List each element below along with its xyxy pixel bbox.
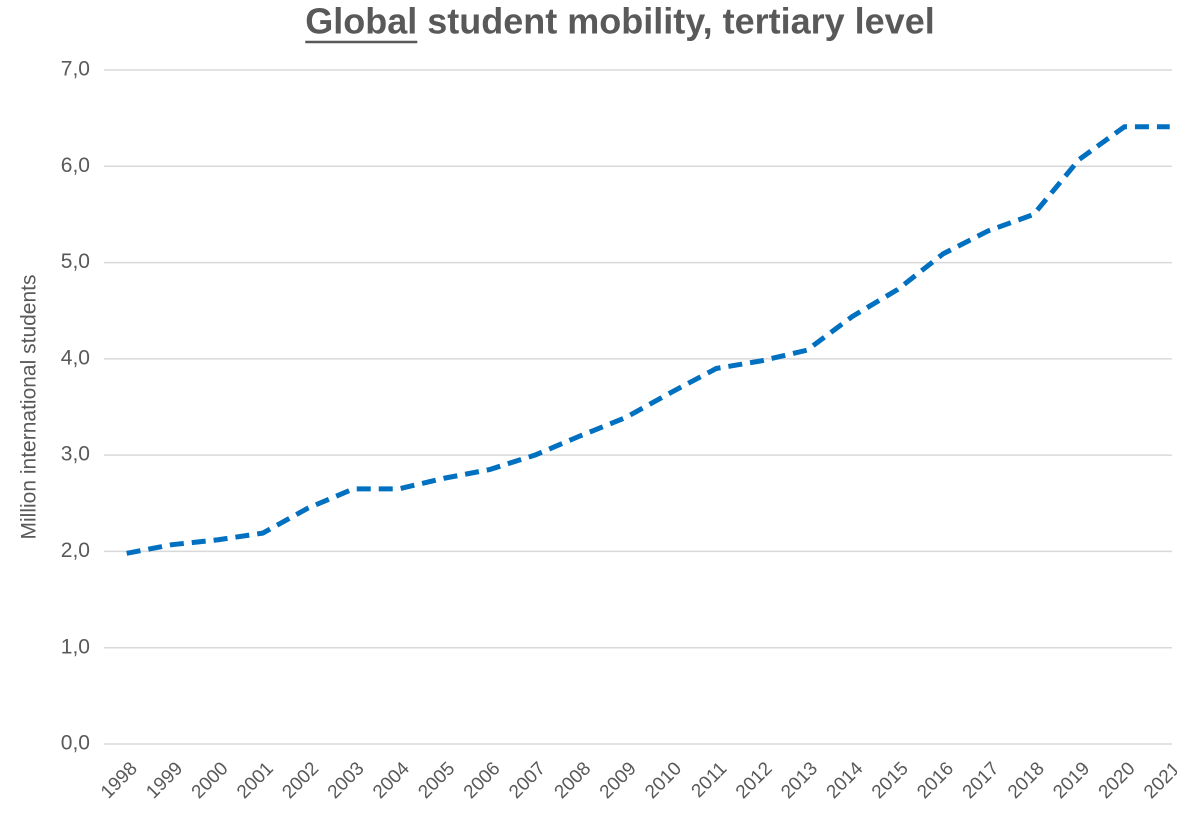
- chart-title: Global student mobility, tertiary level: [305, 1, 934, 42]
- x-tick-label: 2006: [460, 758, 505, 803]
- x-tick-label: 2012: [732, 758, 777, 803]
- x-tick-label: 2005: [414, 758, 459, 803]
- x-tick-label: 1998: [97, 758, 142, 803]
- x-tick-label: 2019: [1049, 758, 1094, 803]
- y-tick-label: 2,0: [61, 539, 90, 562]
- x-tick-label: 2008: [551, 758, 596, 803]
- line-series: [126, 124, 1170, 556]
- y-tick-label: 1,0: [61, 635, 90, 658]
- y-tick-label: 7,0: [61, 58, 90, 81]
- y-tick-label: 0,0: [61, 732, 90, 755]
- x-tick-label: 2007: [505, 758, 550, 803]
- x-tick-label: 2016: [913, 758, 958, 803]
- x-tick-label: 2011: [688, 758, 732, 802]
- x-tick-label: 2015: [868, 758, 913, 803]
- x-tick-label: 2000: [188, 758, 233, 803]
- y-tick-label: 6,0: [61, 154, 90, 177]
- x-tick-label: 2001: [233, 758, 278, 803]
- x-tick-label: 2018: [1004, 758, 1049, 803]
- y-tick-label: 3,0: [61, 443, 90, 466]
- x-tick-label: 2010: [641, 758, 686, 803]
- y-tick-label: 5,0: [61, 250, 90, 273]
- x-tick-label: 1999: [142, 758, 187, 803]
- x-tick-label: 2004: [369, 758, 414, 803]
- y-axis-label: Million international students: [18, 275, 41, 540]
- x-tick-label: 2021: [1140, 758, 1177, 803]
- x-tick-label: 2002: [278, 758, 323, 803]
- x-tick-label: 2013: [777, 758, 822, 803]
- x-tick-label: 2014: [823, 758, 868, 803]
- x-tick-label: 2017: [959, 758, 1004, 803]
- x-tick-label: 2020: [1095, 758, 1140, 803]
- x-tick-label: 2009: [596, 758, 641, 803]
- y-tick-label: 4,0: [61, 346, 90, 369]
- x-tick-label: 2003: [324, 758, 369, 803]
